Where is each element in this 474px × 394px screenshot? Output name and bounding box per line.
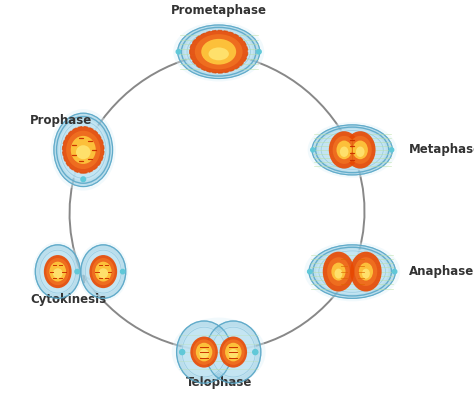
Ellipse shape [333,136,356,164]
Ellipse shape [219,336,247,368]
Ellipse shape [92,258,115,285]
Ellipse shape [312,125,392,175]
Ellipse shape [350,252,382,292]
Ellipse shape [51,109,116,191]
Text: Prophase: Prophase [30,114,92,127]
Text: Anaphase: Anaphase [409,265,474,278]
Ellipse shape [71,136,96,164]
Ellipse shape [99,268,108,278]
Ellipse shape [201,39,236,65]
Ellipse shape [210,326,256,378]
Ellipse shape [356,147,365,157]
Ellipse shape [39,249,76,294]
Ellipse shape [329,131,359,169]
Ellipse shape [184,29,253,74]
Circle shape [253,349,258,355]
Ellipse shape [335,269,342,279]
Ellipse shape [359,263,373,281]
Circle shape [180,349,185,355]
Ellipse shape [81,245,126,298]
Ellipse shape [323,252,354,292]
Ellipse shape [309,245,395,298]
Ellipse shape [308,122,397,178]
Ellipse shape [362,269,370,279]
Circle shape [308,269,312,274]
Text: Telophase: Telophase [185,376,252,389]
Ellipse shape [46,258,69,285]
Ellipse shape [228,349,238,358]
Ellipse shape [349,136,372,164]
Circle shape [392,269,397,274]
Ellipse shape [196,343,212,361]
Ellipse shape [54,113,113,187]
Ellipse shape [178,25,260,78]
Ellipse shape [195,34,243,69]
Circle shape [75,269,79,274]
Circle shape [81,177,86,182]
Ellipse shape [340,147,348,157]
Ellipse shape [209,47,229,60]
Ellipse shape [193,339,215,365]
Ellipse shape [53,268,63,278]
Ellipse shape [199,349,209,358]
Ellipse shape [331,263,346,281]
Ellipse shape [78,242,128,301]
Ellipse shape [304,242,400,301]
Ellipse shape [172,318,265,387]
Ellipse shape [191,336,218,368]
Ellipse shape [190,30,248,73]
Ellipse shape [33,242,82,301]
Ellipse shape [206,321,261,383]
Ellipse shape [44,255,72,288]
Circle shape [257,50,261,54]
Ellipse shape [90,255,117,288]
Ellipse shape [316,249,388,294]
Ellipse shape [49,262,66,282]
Ellipse shape [355,257,377,286]
Ellipse shape [76,145,91,159]
Text: Metaphase: Metaphase [409,143,474,156]
Ellipse shape [177,321,232,383]
Ellipse shape [319,129,386,171]
Ellipse shape [63,126,104,173]
Circle shape [120,269,125,274]
Ellipse shape [95,262,111,282]
Ellipse shape [181,326,227,378]
Ellipse shape [222,339,245,365]
Ellipse shape [66,131,100,169]
Circle shape [390,148,394,152]
Ellipse shape [35,245,80,298]
Ellipse shape [59,119,108,180]
Circle shape [176,50,181,54]
Text: Cytokinesis: Cytokinesis [30,293,106,306]
Ellipse shape [353,141,368,159]
Ellipse shape [337,141,352,159]
Ellipse shape [173,22,264,82]
Ellipse shape [225,343,242,361]
Ellipse shape [84,249,122,294]
Ellipse shape [345,131,375,169]
Text: Prometaphase: Prometaphase [171,4,267,17]
Ellipse shape [327,257,350,286]
Circle shape [311,148,315,152]
